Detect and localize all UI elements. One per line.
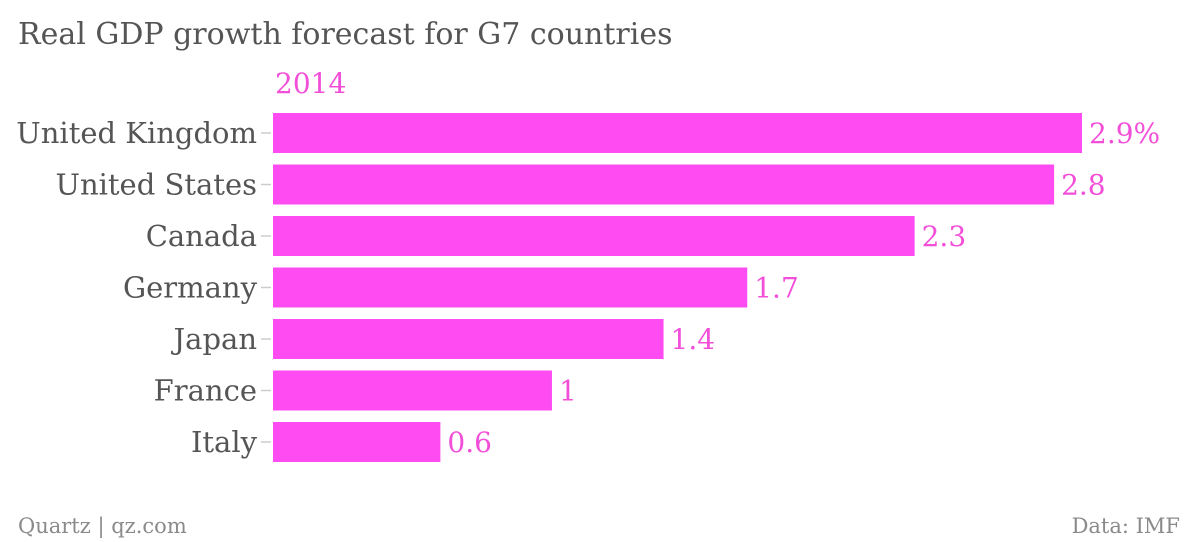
value-label: 1.4 xyxy=(671,323,716,356)
chart-title: Real GDP growth forecast for G7 countrie… xyxy=(18,17,673,52)
category-label: Italy xyxy=(191,425,258,459)
value-label: 1.7 xyxy=(754,272,799,305)
source-right: Data: IMF xyxy=(1072,514,1180,538)
bar xyxy=(273,267,748,308)
category-label: Canada xyxy=(146,219,257,253)
bar xyxy=(273,370,552,411)
bars-group: United Kingdom 2.9% United States 2.8 Canada… xyxy=(16,113,1160,462)
value-label: 2.8 xyxy=(1061,169,1106,202)
category-label: United Kingdom xyxy=(16,116,257,150)
series-label: 2014 xyxy=(275,67,346,100)
value-label: 2.9% xyxy=(1089,117,1160,150)
source-left: Quartz | qz.com xyxy=(18,514,187,539)
bar xyxy=(273,422,441,462)
category-label: United States xyxy=(56,168,258,202)
value-label: 2.3 xyxy=(922,220,967,253)
value-label: 1 xyxy=(559,375,577,408)
bar xyxy=(273,216,915,256)
bar xyxy=(273,113,1082,153)
category-label: France xyxy=(154,374,257,408)
bar xyxy=(273,164,1055,205)
category-label: Japan xyxy=(171,322,257,356)
category-label: Germany xyxy=(123,271,258,305)
value-label: 0.6 xyxy=(447,426,492,459)
bar xyxy=(273,319,664,359)
